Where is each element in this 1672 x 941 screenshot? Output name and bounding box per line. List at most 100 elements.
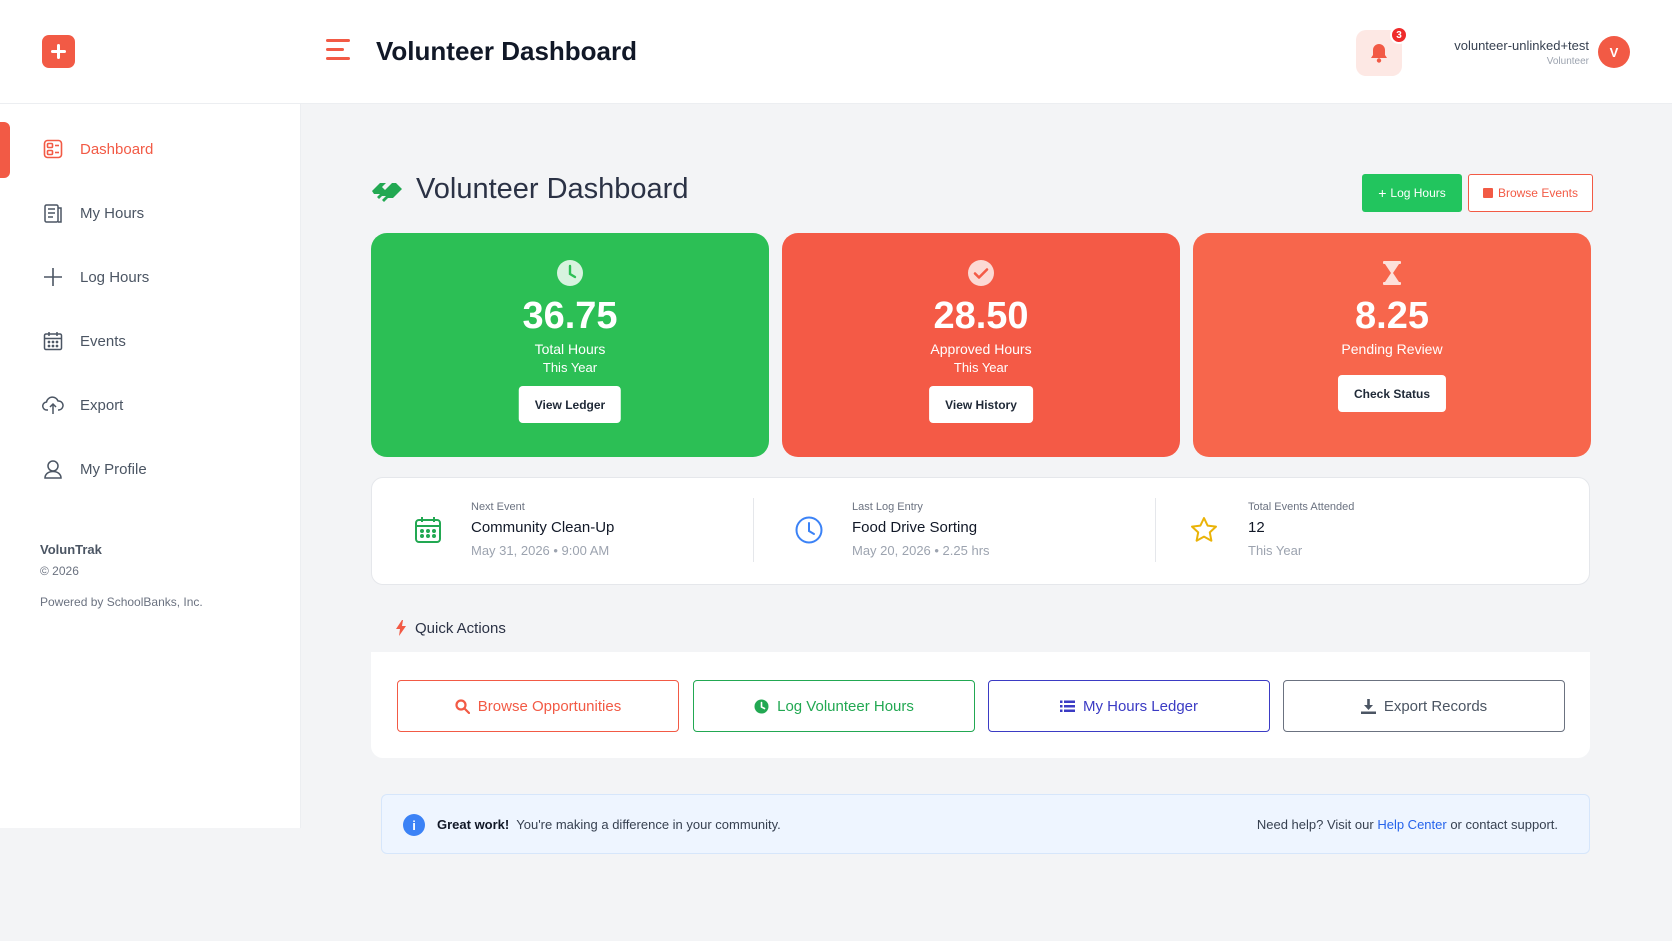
quick-actions-title: Quick Actions bbox=[415, 619, 506, 637]
info-alert: i Great work! You're making a difference… bbox=[381, 794, 1590, 854]
quick-actions-header: Quick Actions bbox=[371, 604, 1590, 652]
brand-name: VolunTrak bbox=[40, 542, 102, 557]
info-value: 12 bbox=[1248, 519, 1265, 536]
button-label: Browse Opportunities bbox=[477, 697, 622, 715]
info-label: Total Events Attended bbox=[1248, 501, 1355, 513]
divider bbox=[1155, 498, 1156, 562]
copyright: © 2026 bbox=[40, 564, 79, 578]
stat-card-approved-hours: 28.50 Approved Hours This Year View Hist… bbox=[782, 233, 1180, 457]
calendar-icon bbox=[415, 517, 441, 543]
active-indicator bbox=[0, 122, 10, 178]
log-hours-label: Log Hours bbox=[1390, 186, 1446, 200]
divider bbox=[753, 498, 754, 562]
sidebar-item-label: Dashboard bbox=[80, 140, 154, 158]
clipboard-icon bbox=[42, 202, 64, 224]
plus-icon bbox=[42, 266, 64, 288]
stat-label: Approved Hours bbox=[930, 341, 1032, 357]
sidebar-item-events[interactable]: Events bbox=[0, 313, 300, 369]
hamburger-line bbox=[326, 57, 350, 60]
user-icon bbox=[42, 458, 64, 480]
stat-label: Total Hours bbox=[534, 341, 606, 357]
stat-label: Pending Review bbox=[1341, 341, 1443, 357]
lightning-icon bbox=[396, 620, 406, 636]
help-text: Need help? Visit our Help Center or cont… bbox=[1257, 817, 1558, 832]
top-header: Volunteer Dashboard 3 volunteer-unlinked… bbox=[0, 0, 1672, 104]
header-title: Volunteer Dashboard bbox=[376, 36, 638, 66]
summary-panel: Next Event Community Clean-Up May 31, 20… bbox=[371, 477, 1590, 585]
notifications-button[interactable]: 3 bbox=[1356, 26, 1408, 76]
list-icon bbox=[1059, 700, 1075, 713]
stat-value: 28.50 bbox=[933, 295, 1029, 337]
export-records-button[interactable]: Export Records bbox=[1283, 680, 1565, 732]
notification-count-badge: 3 bbox=[1390, 26, 1408, 44]
stat-sublabel: This Year bbox=[542, 360, 598, 375]
search-icon bbox=[455, 698, 470, 714]
sidebar-item-label: My Hours bbox=[80, 204, 145, 222]
events-attended-summary: Total Events Attended 12 This Year bbox=[1156, 478, 1586, 586]
alert-text: You're making a difference in your commu… bbox=[516, 817, 781, 832]
help-prefix: Need help? Visit our bbox=[1256, 817, 1374, 832]
sidebar-item-dashboard[interactable]: Dashboard bbox=[0, 121, 300, 177]
cloud-upload-icon bbox=[42, 394, 64, 416]
app-logo[interactable] bbox=[42, 35, 75, 68]
alert-strong: Great work! bbox=[437, 817, 510, 832]
clock-icon bbox=[754, 699, 769, 714]
info-value: Community Clean-Up bbox=[471, 519, 615, 536]
hourglass-icon bbox=[1383, 261, 1401, 285]
button-label: My Hours Ledger bbox=[1082, 697, 1199, 715]
avatar[interactable]: V bbox=[1598, 36, 1630, 68]
sidebar-item-log-hours[interactable]: Log Hours bbox=[0, 249, 300, 305]
stat-card-total-hours: 36.75 Total Hours This Year View Ledger bbox=[371, 233, 769, 457]
log-volunteer-hours-button[interactable]: Log Volunteer Hours bbox=[693, 680, 975, 732]
stat-card-pending-review: 8.25 Pending Review Check Status bbox=[1193, 233, 1591, 457]
sidebar-item-my-profile[interactable]: My Profile bbox=[0, 441, 300, 497]
button-label: Export Records bbox=[1383, 697, 1488, 715]
stat-value: 36.75 bbox=[522, 295, 618, 337]
page-heading: Volunteer Dashboard bbox=[370, 173, 688, 206]
sidebar-item-label: My Profile bbox=[80, 460, 147, 478]
info-label: Last Log Entry bbox=[852, 501, 923, 513]
help-suffix: or contact support. bbox=[1450, 817, 1558, 832]
next-event-summary: Next Event Community Clean-Up May 31, 20… bbox=[372, 478, 752, 586]
dashboard-icon bbox=[42, 138, 64, 160]
my-hours-ledger-button[interactable]: My Hours Ledger bbox=[988, 680, 1270, 732]
clock-icon bbox=[557, 260, 583, 286]
page-title: Volunteer Dashboard bbox=[416, 173, 689, 205]
sidebar-item-export[interactable]: Export bbox=[0, 377, 300, 433]
sidebar-item-label: Events bbox=[80, 332, 126, 350]
button-label: Log Volunteer Hours bbox=[777, 697, 914, 715]
clock-icon bbox=[795, 516, 823, 544]
user-role: Volunteer bbox=[1546, 56, 1589, 67]
last-log-summary: Last Log Entry Food Drive Sorting May 20… bbox=[754, 478, 1154, 586]
handshake-icon bbox=[372, 182, 402, 202]
info-subtext: May 31, 2026 • 9:00 AM bbox=[471, 543, 610, 558]
log-hours-button[interactable]: + Log Hours bbox=[1362, 174, 1462, 212]
powered-by: Powered by SchoolBanks, Inc. bbox=[40, 595, 203, 609]
sidebar: Dashboard My Hours Log Hours Events Expo… bbox=[0, 104, 301, 828]
plus-icon: + bbox=[1378, 185, 1387, 201]
stat-value: 8.25 bbox=[1355, 295, 1429, 337]
hamburger-line bbox=[326, 48, 344, 51]
view-ledger-button[interactable]: View Ledger bbox=[518, 386, 622, 423]
user-name[interactable]: volunteer-unlinked+test bbox=[1454, 38, 1589, 53]
info-label: Next Event bbox=[471, 501, 525, 513]
menu-toggle-button[interactable] bbox=[326, 39, 350, 63]
browse-events-button[interactable]: Browse Events bbox=[1468, 174, 1593, 212]
bell-icon bbox=[1371, 44, 1387, 63]
view-history-button[interactable]: View History bbox=[929, 386, 1033, 423]
check-circle-icon bbox=[968, 260, 994, 286]
plus-icon bbox=[51, 44, 66, 59]
browse-events-label: Browse Events bbox=[1497, 186, 1579, 200]
download-icon bbox=[1360, 698, 1376, 714]
help-center-link[interactable]: Help Center bbox=[1377, 817, 1447, 832]
calendar-icon bbox=[1482, 188, 1493, 198]
check-status-button[interactable]: Check Status bbox=[1337, 375, 1447, 412]
hamburger-line bbox=[326, 39, 350, 42]
info-value: Food Drive Sorting bbox=[852, 519, 978, 536]
sidebar-item-my-hours[interactable]: My Hours bbox=[0, 185, 300, 241]
quick-actions-panel: Browse Opportunities Log Volunteer Hours… bbox=[371, 652, 1590, 758]
browse-opportunities-button[interactable]: Browse Opportunities bbox=[397, 680, 679, 732]
info-subtext: This Year bbox=[1248, 543, 1303, 558]
info-icon: i bbox=[403, 814, 425, 836]
info-subtext: May 20, 2026 • 2.25 hrs bbox=[852, 543, 990, 558]
